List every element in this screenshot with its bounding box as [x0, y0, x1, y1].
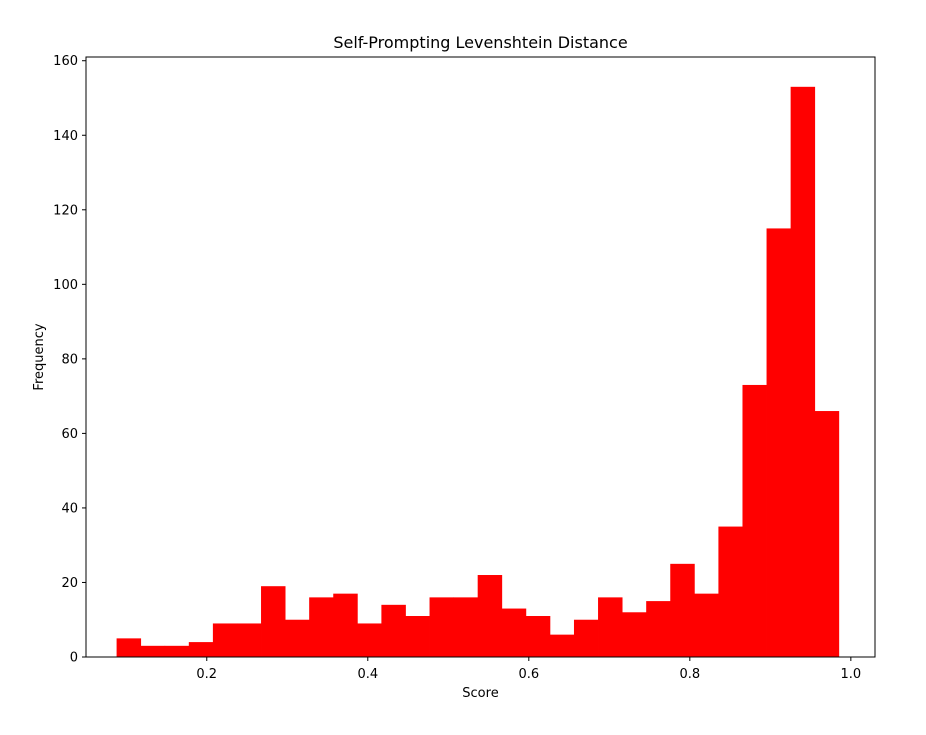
histogram-bar: [429, 597, 455, 657]
histogram-bar: [140, 645, 166, 657]
histogram-bar: [573, 619, 599, 657]
y-tick-label: 160: [53, 54, 78, 69]
histogram-bar: [261, 586, 286, 657]
x-tick-label: 0.8: [679, 667, 700, 682]
histogram-bar: [357, 623, 382, 657]
histogram-bar: [790, 86, 816, 658]
y-tick-label: 60: [61, 427, 78, 442]
x-tick-label: 0.2: [196, 667, 217, 682]
histogram-bar: [212, 623, 238, 657]
histogram-bar: [309, 597, 334, 657]
y-tick-label: 40: [61, 501, 78, 516]
histogram-bar: [670, 563, 695, 657]
histogram-bar: [453, 597, 479, 657]
histogram-bar: [501, 608, 527, 657]
x-axis-label: Score: [462, 686, 498, 701]
histogram-bar: [164, 645, 190, 657]
histogram-bar: [236, 623, 262, 657]
histogram-bar: [694, 593, 719, 657]
histogram-bar: [333, 593, 358, 657]
x-axis-ticks: 0.2 0.4 0.6 0.8 1.0: [196, 657, 861, 682]
histogram-bar: [477, 575, 503, 657]
y-tick-label: 80: [61, 352, 78, 367]
histogram-bar: [622, 612, 647, 657]
bars-group: [116, 86, 840, 658]
histogram-bar: [742, 384, 767, 657]
y-tick-label: 120: [53, 203, 78, 218]
chart-title: Self-Prompting Levenshtein Distance: [333, 33, 627, 52]
x-tick-label: 0.6: [518, 667, 539, 682]
y-tick-label: 20: [61, 576, 78, 591]
histogram-bar: [381, 604, 406, 657]
histogram-bar: [646, 601, 671, 657]
histogram-bar: [525, 616, 551, 657]
histogram-bar: [598, 597, 623, 657]
y-tick-label: 100: [53, 278, 78, 293]
histogram-bar: [814, 411, 840, 657]
plot-frame: [85, 56, 876, 658]
histogram-bar: [405, 616, 430, 657]
y-tick-label: 0: [70, 651, 78, 666]
histogram-bar: [549, 634, 575, 657]
y-axis-label: Frequency: [32, 323, 47, 390]
y-tick-label: 140: [53, 129, 78, 144]
x-tick-label: 1.0: [841, 667, 862, 682]
histogram-bar: [766, 228, 792, 657]
x-tick-label: 0.4: [357, 667, 378, 682]
y-axis-ticks: 0 20 40 60 80 100 120 140 160: [53, 54, 86, 666]
histogram-bar: [188, 642, 214, 657]
histogram-bar: [285, 619, 310, 657]
histogram-bar: [116, 638, 142, 657]
histogram-bar: [718, 526, 743, 657]
